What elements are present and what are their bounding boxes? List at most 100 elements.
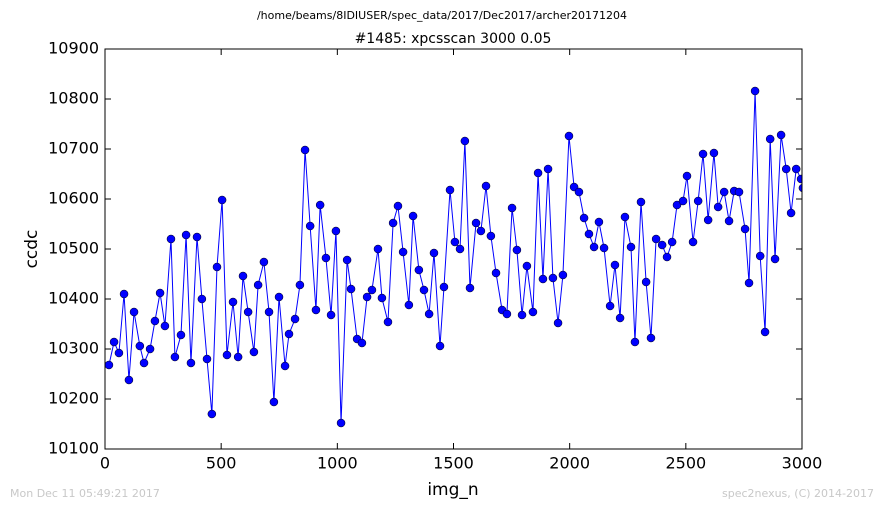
data-point — [796, 174, 802, 184]
data-point — [129, 307, 139, 317]
data-point — [455, 244, 465, 254]
data-point — [233, 352, 243, 362]
data-point — [693, 196, 703, 206]
data-point — [160, 321, 170, 331]
data-point — [791, 164, 801, 174]
chart-subtitle: #1485: xpcsscan 3000 0.05 — [355, 31, 552, 47]
data-point — [212, 262, 222, 272]
data-point — [346, 284, 356, 294]
data-point — [486, 231, 496, 241]
data-point — [724, 216, 734, 226]
data-point — [315, 200, 325, 210]
data-point — [181, 230, 191, 240]
data-point — [781, 164, 791, 174]
data-point — [770, 254, 780, 264]
data-point — [197, 294, 207, 304]
data-point — [290, 314, 300, 324]
data-point — [641, 277, 651, 287]
data-point — [238, 271, 248, 281]
data-point — [584, 229, 594, 239]
data-point — [491, 268, 501, 278]
data-point — [114, 348, 124, 358]
data-point — [517, 310, 527, 320]
data-point — [377, 293, 387, 303]
data-point — [243, 307, 253, 317]
data-point — [776, 130, 786, 140]
data-point — [367, 285, 377, 295]
data-point — [579, 213, 589, 223]
data-point — [305, 221, 315, 231]
data-point — [651, 234, 661, 244]
data-point — [321, 253, 331, 263]
data-point — [139, 358, 149, 368]
data-point — [145, 344, 155, 354]
data-point — [481, 181, 491, 191]
data-point — [465, 283, 475, 293]
data-point — [170, 352, 180, 362]
data-point — [105, 360, 114, 370]
data-point — [709, 148, 719, 158]
data-point — [471, 218, 481, 228]
data-point — [186, 358, 196, 368]
data-point — [264, 307, 274, 317]
data-point — [331, 226, 341, 236]
data-point — [574, 187, 584, 197]
x-tick-label: 500 — [206, 454, 237, 473]
data-point — [439, 282, 449, 292]
data-point — [383, 317, 393, 327]
data-point — [615, 313, 625, 323]
footer-credit: spec2nexus, (C) 2014-2017 — [722, 487, 874, 500]
data-point — [450, 237, 460, 247]
data-point — [765, 134, 775, 144]
data-point — [543, 164, 553, 174]
data-point — [476, 226, 486, 236]
plot-area — [105, 86, 802, 428]
data-point — [682, 171, 692, 181]
data-point — [538, 274, 548, 284]
x-tick-label: 3000 — [782, 454, 823, 473]
data-point — [760, 327, 770, 337]
y-tick-label: 10100 — [48, 439, 99, 458]
data-point — [460, 136, 470, 146]
data-point — [284, 329, 294, 339]
data-point — [249, 347, 259, 357]
data-point — [755, 251, 765, 261]
data-point — [445, 185, 455, 195]
x-tick-label: 2000 — [549, 454, 590, 473]
data-point — [155, 288, 165, 298]
data-point — [135, 341, 145, 351]
data-point — [553, 318, 563, 328]
data-point — [533, 168, 543, 178]
data-point — [744, 278, 754, 288]
y-tick-label: 10800 — [48, 89, 99, 108]
data-point — [311, 305, 321, 315]
data-point — [202, 354, 212, 364]
data-point — [667, 237, 677, 247]
data-point — [620, 212, 630, 222]
x-tick-label: 2500 — [665, 454, 706, 473]
data-point — [342, 255, 352, 265]
data-point — [662, 252, 672, 262]
footer-date: Mon Dec 11 05:49:21 2017 — [10, 487, 160, 500]
data-point — [388, 218, 398, 228]
chart-title: /home/beams/8IDIUSER/spec_data/2017/Dec2… — [257, 9, 627, 22]
data-point — [502, 309, 512, 319]
data-point — [326, 310, 336, 320]
data-point — [750, 86, 760, 96]
data-point — [657, 240, 667, 250]
data-point — [150, 316, 160, 326]
data-point — [362, 292, 372, 302]
data-point — [522, 261, 532, 271]
data-point — [589, 242, 599, 252]
y-tick-label: 10200 — [48, 389, 99, 408]
data-point — [280, 361, 290, 371]
y-tick-label: 10400 — [48, 289, 99, 308]
data-point — [626, 242, 636, 252]
data-point — [424, 309, 434, 319]
y-tick-label: 10900 — [48, 39, 99, 58]
y-tick-label: 10700 — [48, 139, 99, 158]
y-tick-label: 10300 — [48, 339, 99, 358]
data-point — [207, 409, 217, 419]
data-point — [636, 197, 646, 207]
